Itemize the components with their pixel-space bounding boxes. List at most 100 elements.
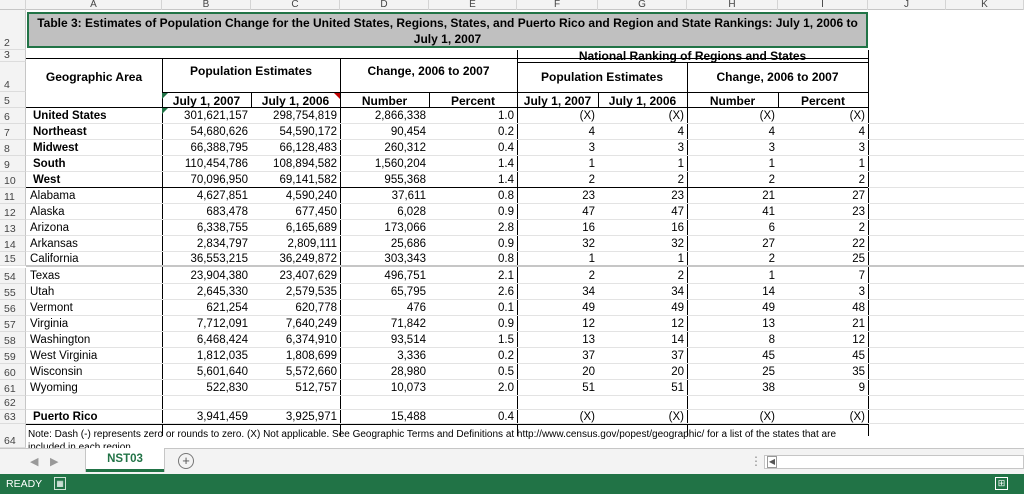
cell-change-percent[interactable]: 2.8 xyxy=(498,222,514,234)
cell-pop-2007[interactable]: 621,254 xyxy=(206,302,248,314)
cell-geographic-area[interactable]: United States xyxy=(33,110,107,122)
row-number[interactable]: 60 xyxy=(0,364,26,380)
cell-rank-change-number[interactable]: 2 xyxy=(768,253,775,265)
cell-rank-pop-2007[interactable]: 23 xyxy=(582,190,595,202)
cell-pop-2006[interactable]: 298,754,819 xyxy=(273,110,337,122)
cell-pop-2007[interactable]: 2,645,330 xyxy=(196,286,248,298)
cell-rank-pop-2007[interactable] xyxy=(517,396,598,410)
cell-change-percent[interactable]: 2.1 xyxy=(498,270,514,282)
cell-rank-pop-2007[interactable]: 49 xyxy=(582,302,595,314)
cell-geographic-area[interactable]: Utah xyxy=(30,286,55,298)
cell-pop-2007[interactable]: 6,468,424 xyxy=(196,334,248,346)
cell-pop-2006[interactable]: 23,407,629 xyxy=(279,270,337,282)
row-number[interactable]: 3 xyxy=(0,49,26,62)
cell-rank-pop-2006[interactable]: 4 xyxy=(677,126,684,138)
cell-pop-2007[interactable]: 5,601,640 xyxy=(196,366,248,378)
cell-change-percent[interactable]: 0.2 xyxy=(498,126,514,138)
add-sheet-icon[interactable]: + xyxy=(178,453,194,469)
row-number[interactable]: 54 xyxy=(0,268,26,284)
cell-change-percent[interactable]: 1.5 xyxy=(498,334,514,346)
cell-rank-pop-2006[interactable]: 12 xyxy=(671,318,684,330)
cell-geographic-area[interactable]: Alabama xyxy=(30,190,76,202)
cell-change-percent[interactable] xyxy=(429,396,517,410)
cell-pop-2006[interactable]: 69,141,582 xyxy=(279,174,337,186)
cell-geographic-area[interactable]: Midwest xyxy=(33,142,79,154)
cell-rank-pop-2007[interactable]: 1 xyxy=(588,253,595,265)
cell-rank-pop-2006[interactable] xyxy=(598,396,687,410)
cell-rank-pop-2006[interactable]: 34 xyxy=(671,286,684,298)
horizontal-scrollbar[interactable]: ◀ xyxy=(764,455,1024,469)
cell-change-percent[interactable]: 0.9 xyxy=(498,318,514,330)
cell-rank-pop-2006[interactable]: 1 xyxy=(677,158,684,170)
cell-geographic-area[interactable]: Northeast xyxy=(33,126,87,138)
cell-rank-change-number[interactable]: 27 xyxy=(762,238,775,250)
cell-change-number[interactable]: 476 xyxy=(406,302,426,314)
cell-pop-2007[interactable]: 7,712,091 xyxy=(196,318,248,330)
cell-geographic-area[interactable]: Washington xyxy=(30,334,91,346)
cell-rank-pop-2006[interactable]: 2 xyxy=(677,174,684,186)
cell-rank-change-percent[interactable]: 1 xyxy=(858,158,865,170)
cell-rank-pop-2006[interactable]: 47 xyxy=(671,206,684,218)
cell-rank-change-number[interactable]: 25 xyxy=(762,366,775,378)
cell-pop-2006[interactable]: 1,808,699 xyxy=(285,350,337,362)
cell-rank-change-percent[interactable]: (X) xyxy=(849,411,865,423)
column-header-i[interactable]: I xyxy=(778,0,868,10)
cell-change-percent[interactable]: 0.9 xyxy=(498,206,514,218)
cell-pop-2007[interactable]: 301,621,157 xyxy=(184,110,248,122)
cell-rank-change-percent[interactable]: (X) xyxy=(849,110,865,122)
cell-pop-2006[interactable]: 36,249,872 xyxy=(279,253,337,265)
footnote[interactable]: Note: Dash (-) represents zero or rounds… xyxy=(28,429,837,448)
cell-rank-pop-2007[interactable]: 13 xyxy=(582,334,595,346)
row-number[interactable]: 55 xyxy=(0,284,26,300)
sheet-tab-nst03[interactable]: NST03 xyxy=(86,448,164,472)
prev-sheet-icon[interactable]: ◀ xyxy=(30,456,39,468)
cell-pop-2006[interactable]: 512,757 xyxy=(295,382,337,394)
cell-change-number[interactable]: 6,028 xyxy=(397,206,426,218)
cell-rank-change-number[interactable]: (X) xyxy=(759,110,775,122)
cell-rank-pop-2007[interactable]: 20 xyxy=(582,366,595,378)
cell-pop-2007[interactable]: 70,096,950 xyxy=(190,174,248,186)
cell-rank-pop-2006[interactable]: 1 xyxy=(677,253,684,265)
column-header-h[interactable]: H xyxy=(687,0,778,10)
cell-rank-change-number[interactable]: 41 xyxy=(762,206,775,218)
row-number[interactable]: 13 xyxy=(0,220,26,236)
cell-change-percent[interactable]: 0.4 xyxy=(498,411,514,423)
cell-rank-change-number[interactable]: 8 xyxy=(768,334,775,346)
cell-rank-change-number[interactable]: 49 xyxy=(762,302,775,314)
cell-geographic-area[interactable]: Wyoming xyxy=(30,382,78,394)
cell-change-number[interactable]: 90,454 xyxy=(390,126,426,138)
row-number[interactable]: 6 xyxy=(0,108,26,124)
cell-geographic-area[interactable]: California xyxy=(30,253,79,265)
cell-rank-pop-2007[interactable]: 47 xyxy=(582,206,595,218)
cell-rank-change-number[interactable]: 1 xyxy=(768,270,775,282)
cell-geographic-area[interactable]: South xyxy=(33,158,66,170)
cell-pop-2007[interactable]: 36,553,215 xyxy=(190,253,248,265)
cell-pop-2006[interactable]: 2,809,111 xyxy=(287,238,337,250)
row-number[interactable]: 63 xyxy=(0,410,26,424)
cell-change-number[interactable]: 25,686 xyxy=(390,238,426,250)
cell-change-number[interactable]: 10,073 xyxy=(390,382,426,394)
cell-pop-2007[interactable]: 683,478 xyxy=(206,206,248,218)
column-header-j[interactable]: J xyxy=(868,0,946,10)
cell-pop-2007[interactable]: 66,388,795 xyxy=(190,142,248,154)
cell-pop-2006[interactable]: 5,572,660 xyxy=(285,366,337,378)
cell-rank-change-percent[interactable]: 48 xyxy=(852,302,865,314)
cell-geographic-area[interactable]: Arizona xyxy=(30,222,69,234)
next-sheet-icon[interactable]: ▶ xyxy=(50,456,59,468)
cell-rank-change-percent[interactable]: 45 xyxy=(852,350,865,362)
cell-change-number[interactable]: 1,560,204 xyxy=(374,158,426,170)
cell-change-number[interactable]: 37,611 xyxy=(391,190,426,202)
cell-rank-change-percent[interactable]: 21 xyxy=(852,318,865,330)
row-number[interactable]: 58 xyxy=(0,332,26,348)
cell-change-percent[interactable]: 0.4 xyxy=(498,142,514,154)
cell-pop-2007[interactable]: 522,830 xyxy=(206,382,248,394)
cell-geographic-area[interactable]: Virginia xyxy=(30,318,69,330)
cell-pop-2006[interactable]: 4,590,240 xyxy=(285,190,337,202)
cell-rank-change-number[interactable]: (X) xyxy=(759,411,775,423)
cell-rank-pop-2007[interactable]: 12 xyxy=(582,318,595,330)
cell-change-number[interactable]: 496,751 xyxy=(384,270,426,282)
row-number[interactable]: 14 xyxy=(0,236,26,252)
cell-geographic-area[interactable]: Wisconsin xyxy=(30,366,83,378)
table-title[interactable]: Table 3: Estimates of Population Change … xyxy=(27,12,868,48)
cell-geographic-area[interactable]: Puerto Rico xyxy=(33,411,98,423)
